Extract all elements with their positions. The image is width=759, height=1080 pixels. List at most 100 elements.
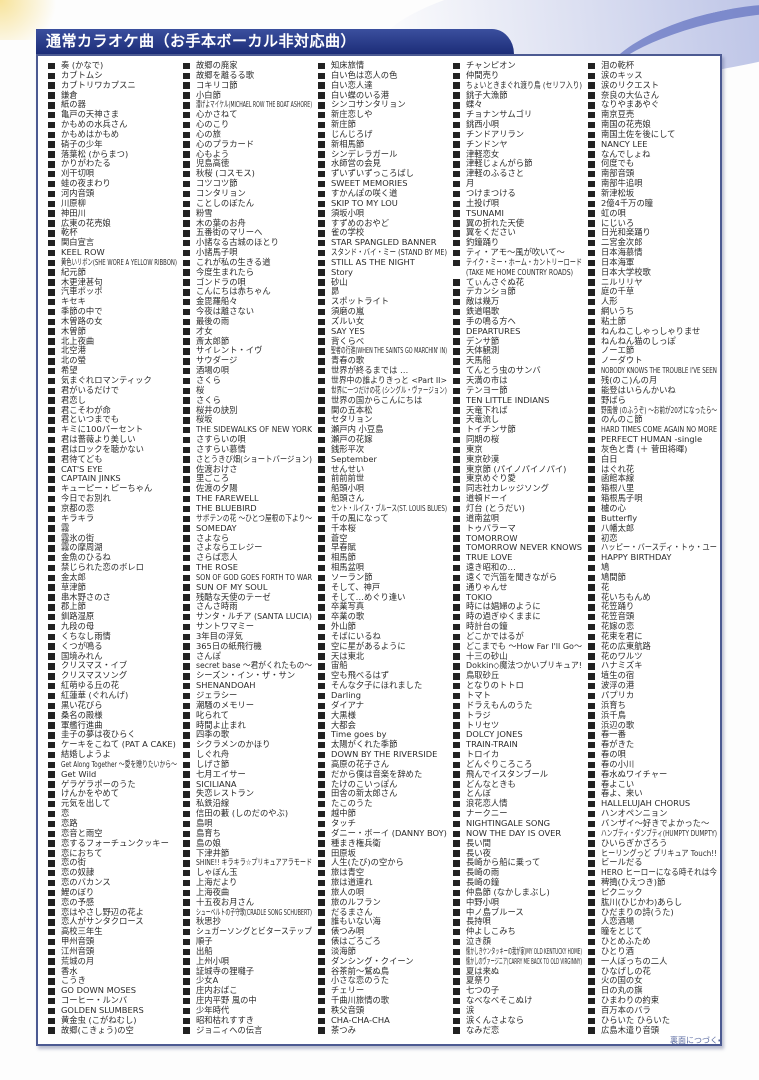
song-title: 四季の歌 — [196, 729, 230, 740]
song-list-item: ヒーリングっど プリキュア Touch!! — [588, 848, 720, 859]
bullet-square-icon — [183, 909, 190, 916]
song-title: 雀の学校 — [331, 227, 365, 238]
song-title: 船頭さん — [331, 493, 365, 504]
song-title: 涙 — [466, 1005, 475, 1015]
song-title: ノーエ節 — [601, 345, 635, 356]
song-list-item: トマト — [453, 690, 586, 701]
song-title: 桜井の訣別 — [196, 404, 238, 415]
song-list-item: すずめのおやど — [318, 218, 451, 229]
song-list-item: デカンショ節 — [453, 287, 586, 297]
song-title: かもめの水兵さん — [61, 119, 128, 130]
song-list-item: 日本大学校歌 — [588, 267, 720, 278]
bullet-square-icon — [183, 407, 190, 414]
song-list-item: 金毘羅船々 — [183, 296, 316, 307]
song-title: 種まき権兵衛 — [331, 837, 381, 848]
bullet-square-icon — [453, 466, 460, 473]
song-list-item: HERO ヒーローになる時それは今 — [588, 867, 720, 878]
bullet-square-icon — [48, 712, 55, 719]
song-title: 刈干切唄 — [61, 168, 95, 179]
song-title: 鳩 — [601, 562, 610, 573]
bullet-square-icon — [183, 279, 190, 286]
song-list-item: 今夜は離さない — [183, 306, 316, 317]
song-list-item: かりがわたる — [48, 159, 181, 169]
song-title: 残(のこ)んの月 — [601, 375, 658, 385]
song-title: 木曽節 — [61, 325, 86, 336]
bullet-square-icon — [318, 682, 325, 690]
song-title: ひらいた ひらいた — [601, 1014, 671, 1025]
bullet-square-icon — [183, 249, 190, 257]
bullet-square-icon — [48, 289, 55, 296]
bullet-square-icon — [183, 200, 190, 207]
song-list-item: 飛んでイスタンブール — [453, 769, 586, 780]
song-list-item: なべなべそこぬけ — [453, 995, 586, 1006]
song-title: ゴンドラの唄 — [196, 276, 246, 287]
song-title: 花の広東航路 — [601, 640, 651, 651]
bullet-square-icon — [453, 111, 460, 119]
song-list-item: 刈干切唄 — [48, 168, 181, 179]
song-list-item: 世界の国からこんにちは — [318, 395, 451, 406]
bullet-square-icon — [318, 791, 325, 798]
song-title: 蝶々 — [466, 99, 483, 110]
bullet-square-icon — [318, 820, 325, 828]
bullet-square-icon — [453, 928, 460, 936]
bullet-square-icon — [183, 692, 190, 700]
song-title: 東京めぐり愛 — [466, 473, 516, 484]
bullet-square-icon — [588, 722, 595, 729]
song-list-item: バンザイ～好きでよかった～ — [588, 818, 720, 829]
song-title: 誰もいない海 — [331, 916, 381, 927]
song-list-item: Darling — [318, 690, 451, 701]
song-title: TOMORROW NEVER KNOWS — [466, 542, 583, 553]
song-title: 天馬船 — [466, 355, 491, 366]
bullet-square-icon — [183, 495, 190, 503]
song-list-item: TSUNAMI — [453, 208, 586, 219]
bullet-square-icon — [183, 239, 190, 247]
bullet-square-icon — [318, 643, 325, 650]
song-title: 涙のキッス — [601, 69, 643, 80]
song-title: 蛙の夜まわり — [61, 178, 111, 189]
bullet-square-icon — [588, 249, 595, 257]
song-title: ことしのぼたん — [196, 197, 255, 208]
song-list-item: シューベルトの子守歌(CRADLE SONG SCHUBERT) — [183, 907, 316, 918]
bullet-square-icon — [183, 574, 190, 582]
song-list-item: 昭和枯れすすき — [183, 1015, 316, 1026]
song-title: 夏祭り — [466, 975, 491, 986]
bullet-square-icon — [318, 613, 325, 621]
bullet-square-icon — [48, 840, 55, 847]
song-list-item: 瞳をとじて — [588, 926, 720, 937]
bullet-square-icon — [318, 298, 325, 306]
bullet-square-icon — [588, 751, 595, 759]
song-title: ハンプティ・ダンプティ(HUMPTY DUMPTY) — [601, 827, 717, 838]
song-title: これが私の生きる道 — [196, 256, 271, 267]
song-list-item: 君恋し — [48, 395, 181, 406]
song-list-item: 鎌倉 — [48, 90, 181, 101]
song-title: 下津井節 — [196, 847, 230, 858]
song-list-item: CAT'S EYE — [48, 464, 181, 475]
song-list-item: 人生(たび)の空から — [318, 857, 451, 868]
song-list-item: 千本桜 — [318, 523, 451, 534]
song-list-item: 桜井の訣別 — [183, 404, 316, 416]
song-title: 庭の千草 — [601, 286, 635, 297]
song-title: 瞳をとじて — [601, 926, 643, 937]
song-title: サボテンの花 ～ひとつ屋根の下より～ — [196, 512, 312, 523]
bullet-square-icon — [588, 161, 595, 168]
song-list-item: 故郷を離るる歌 — [183, 70, 316, 81]
song-list-item: 残酷な天使のテーゼ — [183, 592, 316, 603]
bullet-square-icon — [588, 909, 595, 916]
bullet-square-icon — [183, 554, 190, 562]
bullet-square-icon — [183, 761, 190, 769]
song-title: 長崎の鐘 — [466, 877, 500, 888]
song-title: 広島木遣り音頭 — [601, 1024, 660, 1035]
bullet-square-icon — [183, 938, 190, 946]
song-title: 少年時代 — [196, 1005, 230, 1015]
bullet-square-icon — [318, 830, 325, 837]
song-title: トゥバラーマ — [466, 522, 516, 533]
song-list-item: 紅蓮華 (ぐれんげ) — [48, 690, 181, 701]
song-title: 昴 — [331, 286, 340, 297]
song-list-item: 新庄節 — [318, 119, 451, 130]
song-title: 禁じられた恋のボレロ — [61, 562, 144, 573]
song-list-item: 夏は来ぬ — [453, 966, 586, 977]
song-list-item: 天満の市は — [453, 375, 586, 386]
song-list-item: 今日でお別れ — [48, 493, 181, 504]
bullet-square-icon — [48, 92, 55, 99]
bullet-square-icon — [48, 850, 55, 857]
